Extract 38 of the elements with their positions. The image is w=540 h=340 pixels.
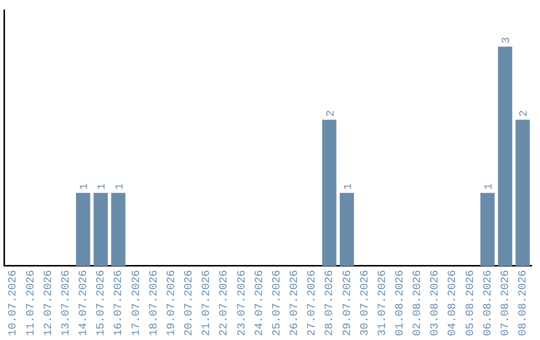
x-tick-label: 01.08.2026: [394, 270, 406, 336]
x-tick-label: 29.07.2026: [342, 270, 354, 336]
data-label: 2: [325, 110, 338, 117]
x-tick-label: 20.07.2026: [184, 270, 196, 336]
x-tick-label: 27.07.2026: [306, 270, 319, 336]
data-label: 3: [501, 36, 514, 44]
x-tick-label: 10.07.2026: [8, 270, 20, 336]
x-tick-label: 12.07.2026: [42, 270, 55, 336]
x-tick-label: 22.07.2026: [218, 270, 231, 336]
x-tick-label: 15.07.2026: [96, 270, 108, 336]
x-tick-label: 06.08.2026: [482, 270, 494, 336]
data-label: 2: [518, 110, 531, 117]
x-tick-label: 24.07.2026: [254, 270, 266, 336]
x-tick-label: 17.07.2026: [130, 270, 143, 336]
x-tick-label: 05.08.2026: [464, 270, 477, 336]
x-tick-label: 07.08.2026: [500, 270, 512, 336]
x-tick-label: 02.08.2026: [412, 270, 424, 336]
x-tick-label: 26.07.2026: [289, 270, 302, 336]
x-tick-label: 30.07.2026: [359, 270, 372, 336]
x-tick-label: 14.07.2026: [78, 270, 90, 336]
data-label: 1: [342, 182, 355, 190]
x-tick-label: 25.07.2026: [271, 270, 284, 336]
data-label: 1: [96, 182, 109, 190]
x-tick-label: 18.07.2026: [148, 270, 160, 336]
data-label: 1: [484, 182, 496, 190]
x-tick-label: 08.08.2026: [518, 270, 530, 336]
x-tick-label: 28.07.2026: [324, 270, 336, 336]
x-tick-label: 03.08.2026: [430, 270, 442, 336]
x-tick-label: 19.07.2026: [166, 270, 178, 336]
x-tick-label: 16.07.2026: [113, 270, 126, 336]
x-tick-label: 31.07.2026: [376, 270, 389, 336]
x-tick-label: 23.07.2026: [236, 270, 248, 336]
x-tick-label: 04.08.2026: [447, 270, 460, 336]
x-tick-label: 21.07.2026: [201, 270, 214, 336]
data-label: 1: [114, 182, 126, 190]
x-tick-label: 11.07.2026: [25, 270, 38, 336]
x-tick-label: 13.07.2026: [60, 270, 72, 336]
data-label: 1: [79, 182, 92, 190]
